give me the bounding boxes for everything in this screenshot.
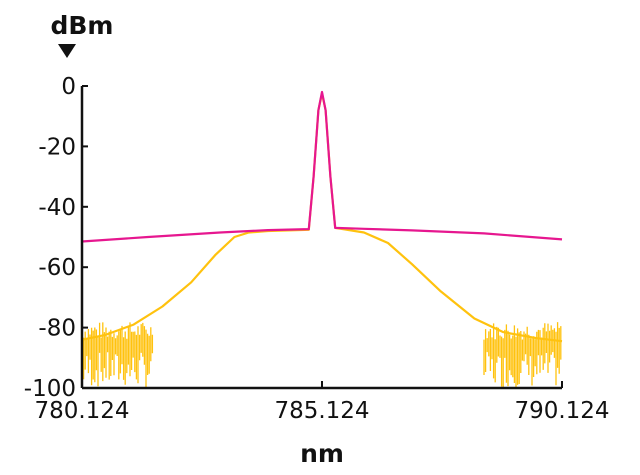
- y-axis-title: dBm: [50, 11, 113, 40]
- noise-floor-1: [483, 322, 562, 388]
- x-tick-label-2: 790.124: [514, 398, 609, 424]
- noise-floor-path-0: [81, 322, 154, 388]
- x-axis-title: nm: [300, 439, 344, 468]
- noise-floor-0: [81, 322, 154, 388]
- noise-floor-path-1: [483, 322, 562, 388]
- y-tick-label-2: -40: [38, 195, 76, 221]
- y-tick-label-3: -60: [38, 255, 76, 281]
- y-tick-label-5: -100: [24, 376, 76, 402]
- y-tick-label-0: 0: [61, 74, 76, 100]
- series-line-0: [81, 90, 563, 243]
- y-tick-label-4: -80: [38, 316, 76, 342]
- down-arrow-icon: [58, 44, 76, 58]
- x-tick-label-1: 785.124: [274, 398, 369, 424]
- series-layer: [81, 90, 563, 388]
- series-line-1: [81, 92, 563, 343]
- x-tick-label-0: 780.124: [34, 398, 129, 424]
- y-tick-label-1: -20: [38, 134, 76, 160]
